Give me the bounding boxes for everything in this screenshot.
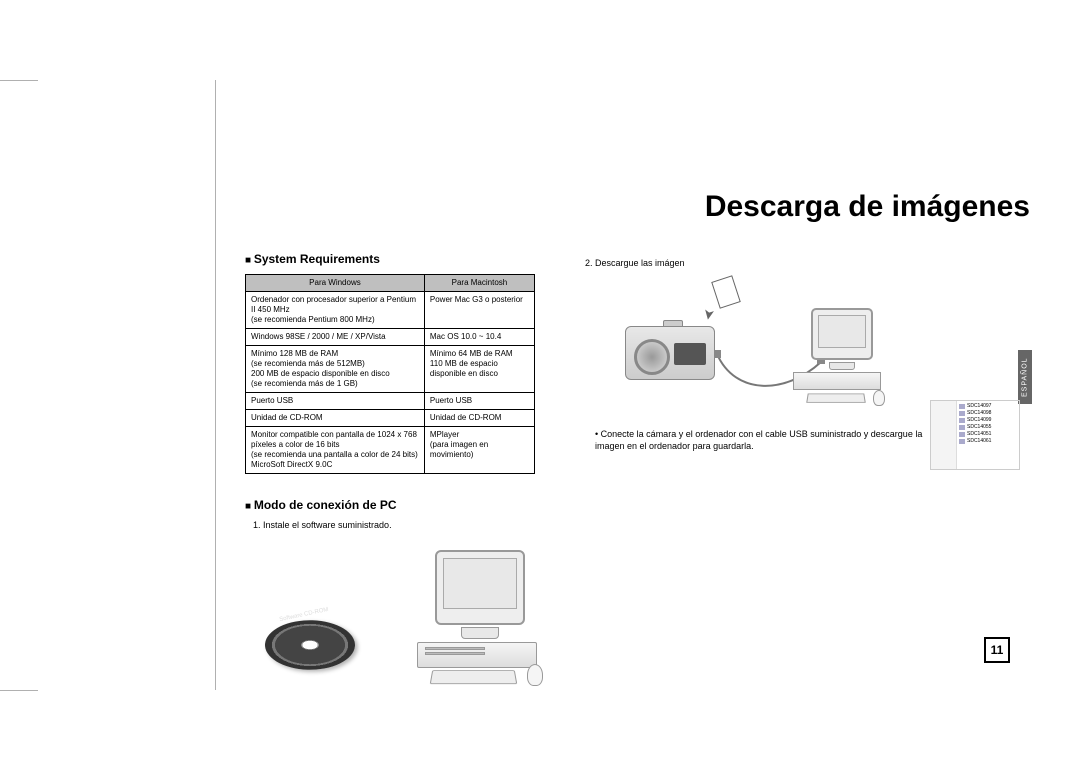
document-page: Descarga de imágenes System Requirements…	[215, 0, 1080, 763]
keyboard-small-icon	[806, 394, 866, 403]
connect-instruction-text: Conecte la cámara y el ordenador con el …	[595, 428, 925, 452]
file-thumb-icon	[959, 411, 965, 416]
cell-mac-mplayer: MPlayer (para imagen en movimiento)	[424, 427, 534, 474]
cell-mac-cpu: Power Mac G3 o posterior	[424, 292, 534, 329]
file-thumb-icon	[959, 432, 965, 437]
file-thumb-icon	[959, 418, 965, 423]
cell-mac-ram: Mínimo 64 MB de RAM 110 MB de espacio di…	[424, 346, 534, 393]
table-row: Ordenador con procesador superior a Pent…	[246, 292, 535, 329]
file-item: SDC14097	[959, 403, 1017, 409]
table-row: Windows 98SE / 2000 / ME / XP/Vista Mac …	[246, 329, 535, 346]
file-thumb-icon	[959, 439, 965, 444]
crop-mark	[0, 690, 38, 691]
connection-mode-heading: Modo de conexión de PC	[245, 498, 545, 512]
step-2-text: 2. Descargue las imágen	[585, 258, 925, 268]
cell-mac-usb: Puerto USB	[424, 393, 534, 410]
cell-win-ram: Mínimo 128 MB de RAM (se recomienda más …	[246, 346, 425, 393]
file-name: SDC14097	[967, 403, 991, 409]
cell-win-usb: Puerto USB	[246, 393, 425, 410]
cd-rom-illustration: Software CD-ROM	[265, 610, 375, 680]
install-illustration: Software CD-ROM	[245, 540, 545, 680]
cell-win-os: Windows 98SE / 2000 / ME / XP/Vista	[246, 329, 425, 346]
step-1-text: 1. Instale el software suministrado.	[253, 520, 545, 530]
mouse-small-icon	[873, 390, 885, 406]
cell-win-monitor: Monitor compatible con pantalla de 1024 …	[246, 427, 425, 474]
file-name: SDC14055	[967, 424, 991, 430]
desktop-pc-illustration	[405, 550, 545, 680]
monitor-base-icon	[461, 627, 499, 639]
table-row: Unidad de CD-ROM Unidad de CD-ROM	[246, 410, 535, 427]
file-browser-list: SDC14097 SDC14098 SDC14099 SDC14055 SDC1…	[957, 401, 1019, 469]
pc-small-illustration	[785, 308, 885, 408]
file-item: SDC14099	[959, 417, 1017, 423]
pc-drive-slots-icon	[425, 647, 485, 663]
cell-mac-os: Mac OS 10.0 ~ 10.4	[424, 329, 534, 346]
file-thumb-icon	[959, 404, 965, 409]
two-column-layout: System Requirements Para Windows Para Ma…	[245, 252, 1030, 680]
file-browser-thumbnail: SDC14097 SDC14098 SDC14099 SDC14055 SDC1…	[930, 400, 1020, 470]
file-item: SDC14098	[959, 410, 1017, 416]
sd-card-icon	[711, 275, 741, 308]
table-row: Mínimo 128 MB de RAM (se recomienda más …	[246, 346, 535, 393]
right-column: 2. Descargue las imágen ➤ Conecte la cám…	[585, 252, 925, 680]
monitor-small-icon	[811, 308, 873, 360]
system-requirements-table: Para Windows Para Macintosh Ordenador co…	[245, 274, 535, 474]
monitor-small-base-icon	[829, 362, 855, 370]
crop-mark	[0, 80, 38, 81]
file-name: SDC14099	[967, 417, 991, 423]
page-title: Descarga de imágenes	[245, 190, 1030, 224]
file-browser-sidebar	[931, 401, 957, 469]
keyboard-icon	[430, 670, 518, 684]
page-number: 11	[984, 637, 1010, 663]
cell-win-cpu: Ordenador con procesador superior a Pent…	[246, 292, 425, 329]
insert-arrow-icon: ➤	[699, 307, 718, 322]
file-name: SDC14061	[967, 438, 991, 444]
cell-mac-cd: Unidad de CD-ROM	[424, 410, 534, 427]
mouse-icon	[527, 664, 543, 686]
file-name: SDC14051	[967, 431, 991, 437]
file-item: SDC14061	[959, 438, 1017, 444]
file-item: SDC14055	[959, 424, 1017, 430]
table-row: Monitor compatible con pantalla de 1024 …	[246, 427, 535, 474]
language-tab: ESPAÑOL	[1018, 350, 1032, 404]
left-column: System Requirements Para Windows Para Ma…	[245, 252, 545, 680]
table-row: Puerto USB Puerto USB	[246, 393, 535, 410]
table-header-windows: Para Windows	[246, 275, 425, 292]
monitor-icon	[435, 550, 525, 625]
pc-small-case-icon	[793, 372, 881, 390]
camera-icon	[625, 326, 715, 380]
cell-win-cd: Unidad de CD-ROM	[246, 410, 425, 427]
download-illustration: ➤	[585, 278, 905, 418]
cd-disc-icon	[259, 617, 361, 673]
table-header-mac: Para Macintosh	[424, 275, 534, 292]
file-item: SDC14051	[959, 431, 1017, 437]
file-name: SDC14098	[967, 410, 991, 416]
file-thumb-icon	[959, 425, 965, 430]
system-requirements-heading: System Requirements	[245, 252, 545, 266]
